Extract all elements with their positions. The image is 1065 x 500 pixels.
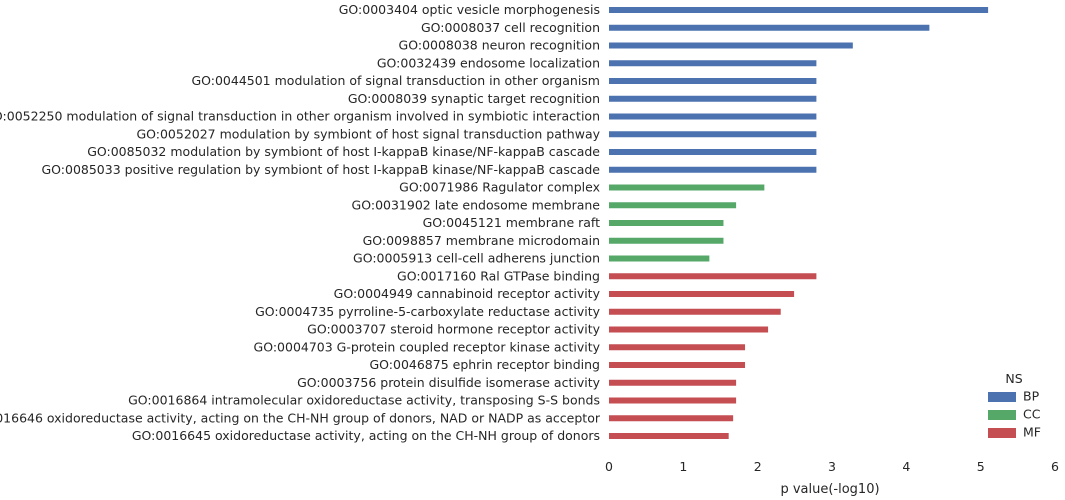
legend-swatch-cc — [988, 410, 1016, 420]
category-label: GO:0046875 ephrin receptor binding — [369, 357, 600, 372]
bar-mf — [609, 362, 746, 368]
bar-bp — [609, 149, 817, 155]
category-label: GO:0085032 modulation by symbiont of hos… — [87, 144, 600, 159]
legend-swatch-bp — [988, 392, 1016, 402]
bar-bp — [609, 42, 853, 49]
bar-bp — [609, 78, 817, 84]
x-tick-label: 5 — [977, 459, 985, 474]
bar-mf — [609, 273, 817, 280]
x-tick-label: 0 — [605, 459, 613, 474]
legend: NS BP CC MF — [988, 371, 1041, 440]
category-label: GO:0045121 membrane raft — [423, 215, 601, 230]
category-label: GO:0044501 modulation of signal transduc… — [191, 73, 600, 88]
bar-mf — [609, 379, 737, 386]
x-tick-label: 1 — [679, 459, 687, 474]
category-label: GO:0003404 optic vesicle morphogenesis — [339, 2, 600, 17]
bar-bp — [609, 7, 989, 13]
category-label: GO:0016645 oxidoreductase activity, acti… — [132, 428, 600, 443]
x-tick-label: 3 — [828, 459, 836, 474]
category-label: GO:0017160 Ral GTPase binding — [397, 268, 600, 283]
bar-cc — [609, 184, 765, 191]
bar-mf — [609, 397, 737, 404]
bar-bp — [609, 166, 817, 173]
category-label: GO:0085033 positive regulation by symbio… — [41, 162, 600, 177]
bars — [609, 7, 989, 439]
bar-mf — [609, 344, 746, 351]
bar-cc — [609, 237, 724, 244]
category-label: GO:0004703 G-protein coupled receptor ki… — [254, 339, 601, 354]
bar-bp — [609, 95, 817, 102]
category-label: GO:0004735 pyrroline-5-carboxylate reduc… — [255, 304, 601, 319]
bar-bp — [609, 113, 817, 120]
x-tick-label: 4 — [902, 459, 910, 474]
bar-bp — [609, 131, 817, 138]
legend-label-bp: BP — [1023, 389, 1040, 404]
bar-bp — [609, 60, 817, 67]
category-label: GO:0003756 protein disulfide isomerase a… — [297, 375, 601, 390]
category-label: GO:0005913 cell-cell adherens junction — [353, 251, 600, 266]
category-label: GO:0016646 oxidoreductase activity, acti… — [0, 410, 601, 425]
category-label: GO:0098857 membrane microdomain — [363, 233, 600, 248]
category-label: GO:0008037 cell recognition — [421, 20, 600, 35]
category-label: GO:0071986 Ragulator complex — [399, 180, 600, 195]
bar-mf — [609, 308, 781, 315]
x-tick-label: 6 — [1051, 459, 1059, 474]
category-label: GO:0052250 modulation of signal transduc… — [0, 109, 600, 124]
x-tick-label: 2 — [754, 459, 762, 474]
category-label: GO:0008038 neuron recognition — [399, 38, 600, 53]
bar-mf — [609, 415, 734, 422]
category-label: GO:0016864 intramolecular oxidoreductase… — [128, 393, 600, 408]
category-label: GO:0032439 endosome localization — [377, 55, 600, 70]
bar-cc — [609, 255, 710, 262]
legend-label-mf: MF — [1023, 425, 1041, 440]
category-label: GO:0003707 steroid hormone receptor acti… — [307, 322, 600, 337]
bar-cc — [609, 220, 724, 226]
bar-mf — [609, 433, 729, 439]
category-label: GO:0004949 cannabinoid receptor activity — [334, 286, 601, 301]
bar-mf — [609, 291, 795, 297]
legend-label-cc: CC — [1023, 407, 1041, 422]
category-labels: GO:0003404 optic vesicle morphogenesis GO… — [0, 2, 601, 443]
bar-bp — [609, 24, 930, 31]
category-label: GO:0008039 synaptic target recognition — [348, 91, 600, 106]
legend-title: NS — [1005, 371, 1022, 386]
bar-cc — [609, 202, 737, 209]
bar-mf — [609, 326, 769, 333]
x-axis-title: p value(-log10) — [780, 482, 879, 497]
x-axis: 0 1 2 3 4 5 6 — [605, 459, 1059, 474]
category-label: GO:0031902 late endosome membrane — [352, 197, 601, 212]
category-label: GO:0052027 modulation by symbiont of hos… — [136, 126, 600, 141]
legend-swatch-mf — [988, 428, 1016, 438]
